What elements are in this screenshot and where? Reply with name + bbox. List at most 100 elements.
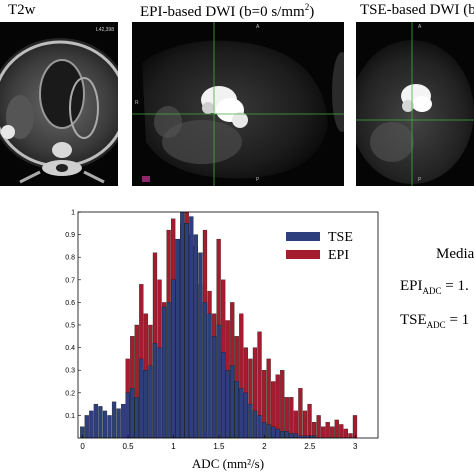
epi-title-text: EPI-based DWI <box>140 4 236 20</box>
tse-median-sub: ADC <box>426 320 446 330</box>
tse-bar <box>93 403 99 439</box>
t2w-scan-image: L42,398 <box>0 22 118 186</box>
adc-histogram-svg: 0 0.5 1 1.5 2 2.5 3 0.1 0.2 0.3 0.4 0.5 0.6 0.7 0.8 0.9… <box>65 210 379 471</box>
epi-median-adc: EPIADC = 1. <box>400 278 469 296</box>
tse-median-adc: TSEADC = 1 <box>400 312 469 330</box>
y-tick-label: 0.2 <box>65 390 75 397</box>
tse-bar <box>125 392 130 439</box>
tse-bar <box>202 302 208 439</box>
legend-label-epi: EPI <box>328 248 349 263</box>
tse-median-label: TSE <box>400 312 427 328</box>
tse-panel-title: TSE-based DWI (b <box>360 2 474 19</box>
x-axis-label: ADC (mm²/s) <box>192 456 264 471</box>
tse-scan-image: A P <box>356 22 474 186</box>
epi-marker-posterior: P <box>256 177 260 183</box>
epi-bar <box>316 415 321 439</box>
tse-bar <box>225 370 230 439</box>
epi-bar <box>298 388 303 439</box>
epi-median-value: = 1. <box>441 278 469 294</box>
epi-scan-graphic <box>132 22 344 186</box>
epi-bar <box>321 426 326 439</box>
tse-bar <box>157 347 162 439</box>
tse-bar <box>189 216 194 439</box>
y-tick-label: 0.1 <box>65 413 75 420</box>
epi-bar <box>330 426 335 439</box>
epi-bar <box>325 422 330 439</box>
tse-bar <box>234 381 239 439</box>
tse-bar <box>280 431 285 439</box>
epi-bar <box>334 419 339 439</box>
t2w-corner-readout: L42,398 <box>95 27 114 33</box>
epi-b-value-sup: 2 <box>304 2 310 12</box>
tse-bar <box>139 358 144 439</box>
epi-bar <box>307 403 312 439</box>
x-tick-label: 0.5 <box>122 442 134 451</box>
epi-median-sub: ADC <box>422 286 442 296</box>
epi-bar <box>339 424 344 439</box>
tse-bar <box>80 426 85 439</box>
tse-bar <box>171 279 176 439</box>
tse-bar <box>148 365 153 439</box>
y-tick-label: 0.8 <box>65 255 75 262</box>
tse-bar <box>134 397 139 439</box>
tse-bar <box>211 336 217 439</box>
y-tick-label: 0.4 <box>65 345 75 352</box>
t2w-panel-title: T2w <box>8 2 36 19</box>
x-tick-label: 1.5 <box>213 442 225 451</box>
y-tick-label: 1 <box>71 210 75 217</box>
epi-bar <box>348 433 353 439</box>
tse-bar <box>152 342 158 439</box>
epi-bar <box>343 428 349 439</box>
tse-bar <box>175 238 180 439</box>
tse-bar <box>143 370 149 439</box>
chart-legend: TSE EPI <box>286 230 353 263</box>
tse-bar <box>193 234 199 439</box>
y-tick-label: 0.5 <box>65 323 75 330</box>
epi-panel-title: EPI-based DWI (b=0 s/mm2) <box>140 2 314 21</box>
epi-b-value-suffix: ) <box>309 4 315 20</box>
tse-bar <box>102 410 108 439</box>
tse-bar <box>230 365 235 439</box>
tse-bar <box>98 406 103 439</box>
tse-bar <box>89 410 94 439</box>
tse-bar <box>275 428 280 439</box>
tse-bar <box>184 223 189 439</box>
epi-b-value-prefix: (b=0 s/mm <box>239 4 305 20</box>
adc-histogram-chart: 0 0.5 1 1.5 2 2.5 3 0.1 0.2 0.3 0.4 0.5 0.6 0.7 0.8 0.9… <box>0 200 474 474</box>
tse-bar <box>266 424 271 439</box>
tse-scan-graphic <box>356 22 474 186</box>
tse-bar <box>243 392 249 439</box>
tse-marker-anterior: A <box>418 24 422 30</box>
tse-bar <box>180 211 185 439</box>
tse-bar <box>271 426 276 439</box>
x-tick-label: 0 <box>80 442 85 451</box>
x-tick-label: 3 <box>353 442 358 451</box>
tse-marker-posterior: P <box>418 177 422 183</box>
tse-bar <box>221 351 226 439</box>
tse-bar <box>161 306 167 439</box>
tse-bar <box>84 415 89 439</box>
x-tick-label: 1 <box>171 442 176 451</box>
epi-scan-image: A R P <box>132 22 344 186</box>
tse-bar <box>216 324 221 439</box>
tse-median-value: = 1 <box>445 312 470 328</box>
tse-bar <box>207 313 212 439</box>
epi-bar <box>275 374 280 439</box>
tse-bar <box>121 403 126 439</box>
epi-bar <box>352 415 358 439</box>
epi-marker-anterior: A <box>256 24 260 30</box>
tse-bar <box>130 388 135 439</box>
epi-median-label: EPI <box>400 278 423 294</box>
y-tick-label: 0.7 <box>65 277 75 284</box>
tse-bar <box>252 410 258 439</box>
t2w-scan-graphic <box>0 38 118 184</box>
y-tick-label: 0.6 <box>65 300 75 307</box>
legend-swatch-tse <box>286 232 320 241</box>
axis-ticks-group: 0 0.5 1 1.5 2 2.5 3 0.1 0.2 0.3 0.4 0.5 0.6 0.7 0.8 0.9… <box>65 210 358 452</box>
y-tick-label: 0.3 <box>65 368 75 375</box>
tse-bar <box>239 388 244 439</box>
x-tick-label: 2 <box>262 442 267 451</box>
tse-bar <box>257 415 262 439</box>
tse-bar <box>248 403 253 439</box>
epi-marker-right: R <box>135 100 139 106</box>
